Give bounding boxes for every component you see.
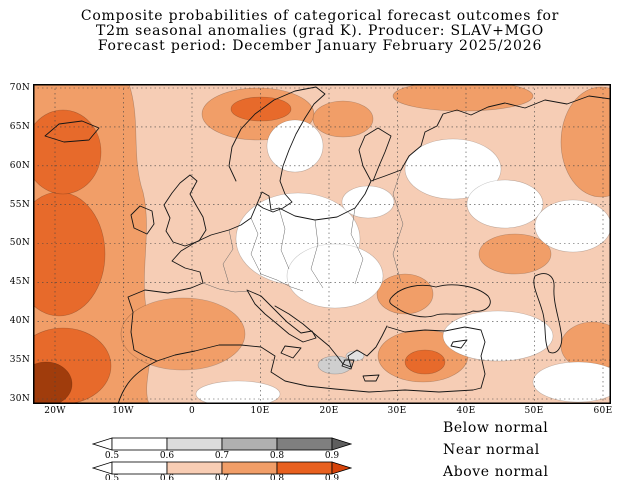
above-colorbar-seg-3 <box>221 461 278 475</box>
lon-label-50e: 50E <box>524 406 544 416</box>
europe-probability-map <box>33 84 611 404</box>
above-colorbar-left-arrow <box>92 461 113 475</box>
lon-label-10e: 10E <box>250 406 270 416</box>
lon-label-30e: 30E <box>387 406 407 416</box>
lat-label-35n: 35N <box>9 355 30 365</box>
coastlines-layer <box>44 86 611 404</box>
below-tick-08: 0.8 <box>269 451 285 461</box>
lon-label-20e: 20E <box>319 406 339 416</box>
lon-label-60e: 60E <box>593 406 613 416</box>
graticule <box>33 84 611 404</box>
below-colorbar-seg-3 <box>221 437 278 451</box>
above-tick-07: 0.7 <box>214 474 230 480</box>
above-colorbar-seg-2 <box>166 461 223 475</box>
above-colorbar-seg-1 <box>111 461 168 475</box>
probability-fill-layer <box>33 84 611 404</box>
below-colorbar-right-arrow <box>331 437 352 451</box>
above-colorbar-right-arrow <box>331 461 352 475</box>
above-normal-colorbar <box>92 461 352 475</box>
below-normal-label: Below normal <box>443 420 549 436</box>
above-colorbar-seg-4 <box>276 461 333 475</box>
country-borders-layer <box>202 169 404 293</box>
lat-label-45n: 45N <box>9 277 30 287</box>
above-tick-09: 0.9 <box>324 474 340 480</box>
map-frame <box>33 84 611 404</box>
lon-label-10w: 10W <box>112 406 134 416</box>
below-tick-07: 0.7 <box>214 451 230 461</box>
lat-label-70n: 70N <box>9 83 30 93</box>
above-tick-08: 0.8 <box>269 474 285 480</box>
title-line-3: Forecast period: December January Februa… <box>97 38 543 54</box>
near-normal-label: Near normal <box>443 442 540 458</box>
lat-label-40n: 40N <box>9 316 30 326</box>
lat-label-50n: 50N <box>9 238 30 248</box>
below-colorbar-seg-4 <box>276 437 333 451</box>
lat-label-65n: 65N <box>9 122 30 132</box>
below-normal-colorbar <box>92 437 352 451</box>
below-colorbar-seg-2 <box>166 437 223 451</box>
title-line-2: T2m seasonal anomalies (grad K). Produce… <box>95 23 545 39</box>
above-tick-05: 0.5 <box>104 474 120 480</box>
below-tick-05: 0.5 <box>104 451 120 461</box>
above-normal-label: Above normal <box>443 464 549 480</box>
lon-label-20w: 20W <box>44 406 66 416</box>
below-colorbar-left-arrow <box>92 437 113 451</box>
below-tick-09: 0.9 <box>324 451 340 461</box>
lat-label-60n: 60N <box>9 161 30 171</box>
below-tick-06: 0.6 <box>159 451 175 461</box>
above-tick-06: 0.6 <box>159 474 175 480</box>
lat-label-30n: 30N <box>9 394 30 404</box>
lat-label-55n: 55N <box>9 200 30 210</box>
lon-label-40e: 40E <box>456 406 476 416</box>
below-colorbar-seg-1 <box>111 437 168 451</box>
title-line-1: Composite probabilities of categorical f… <box>80 8 560 24</box>
lon-label-0: 0 <box>188 406 196 416</box>
